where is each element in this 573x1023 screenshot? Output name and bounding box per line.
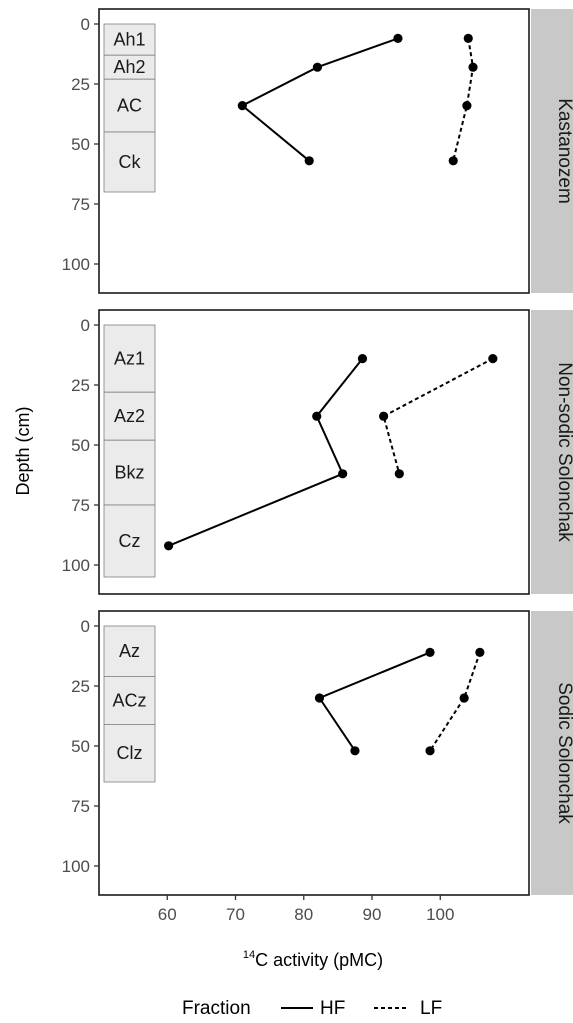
data-point-hf (237, 101, 247, 111)
data-point-hf (425, 647, 435, 658)
horizon-band (103, 391, 156, 441)
x-tick-label: 80 (294, 905, 313, 924)
data-point-lf (475, 647, 485, 658)
horizon-label: Az (119, 641, 140, 661)
facet-strip (531, 611, 573, 895)
horizon-band (103, 625, 156, 677)
series-line-lf (429, 652, 481, 752)
series-line-hf (240, 37, 399, 162)
series-line-lf (382, 357, 494, 475)
data-point-hf (314, 693, 325, 703)
data-point-hf (338, 469, 348, 479)
data-point-hf (350, 746, 360, 756)
data-point-lf (459, 693, 469, 703)
horizon-label: Ck (119, 152, 142, 172)
data-point-lf (463, 33, 473, 44)
legend-title: Fraction (182, 998, 251, 1019)
y-tick-label: 75 (71, 797, 90, 816)
data-point-hf (393, 33, 403, 44)
x-tick-label: 90 (363, 905, 382, 924)
facet-strip-label: Sodic Solonchak (554, 682, 573, 824)
y-tick-label: 25 (71, 376, 90, 395)
facet-strip-label: Kastanozem (554, 98, 573, 204)
data-point-hf (312, 62, 323, 72)
data-point-hf (357, 354, 368, 364)
data-point-lf (462, 101, 472, 111)
data-point-lf (394, 469, 404, 479)
horizon-label: AC (117, 96, 142, 116)
legend-label-hf: HF (320, 998, 345, 1019)
y-tick-label: 100 (62, 556, 90, 575)
x-axis-title-superscript: 14 (243, 949, 255, 961)
y-tick-label: 25 (71, 75, 90, 94)
y-tick-label: 0 (81, 617, 90, 636)
panel-frame (98, 610, 530, 896)
data-point-lf (379, 411, 389, 421)
horizon-band (103, 54, 156, 80)
facet-strip (531, 310, 573, 594)
horizon-label: Ah1 (113, 30, 145, 50)
y-tick-label: 50 (71, 135, 90, 154)
legend: Fraction HF LF (182, 998, 442, 1019)
y-tick-label: 50 (71, 737, 90, 756)
series-line-hf (168, 357, 364, 547)
panel-2: Sodic Solonchak 0 25 50 75 100 Az ACz Clz 60 70 80 9… (62, 610, 573, 924)
horizon-band (103, 131, 156, 193)
x-tick-label: 100 (426, 905, 454, 924)
horizon-label: Cz (119, 531, 141, 551)
panel-0: Kastanozem 0 25 50 75 100 Ah1 Ah2 AC Ck (62, 8, 573, 294)
legend-label-lf: LF (420, 998, 442, 1019)
y-tick-label: 100 (62, 857, 90, 876)
horizon-label: Az2 (114, 406, 145, 426)
horizon-label: ACz (112, 690, 146, 710)
data-point-lf (425, 746, 435, 756)
horizon-label: Az1 (114, 349, 145, 369)
horizon-label: Ah2 (113, 57, 145, 77)
data-point-hf (164, 541, 174, 551)
y-tick-label: 0 (81, 316, 90, 335)
y-tick-label: 75 (71, 195, 90, 214)
data-point-hf (304, 156, 314, 166)
horizon-band (103, 504, 156, 578)
panel-frame (98, 8, 530, 294)
y-tick-label: 25 (71, 677, 90, 696)
horizon-band (103, 439, 156, 506)
series-line-lf (452, 38, 475, 162)
horizon-band (103, 676, 156, 725)
x-axis-title: 14C activity (pMC) (243, 949, 383, 970)
data-point-lf (488, 354, 498, 364)
y-tick-label: 50 (71, 436, 90, 455)
y-tick-label: 0 (81, 15, 90, 34)
horizon-label: Clz (117, 743, 143, 763)
facet-strip-label: Non-sodic Solonchak (554, 362, 573, 542)
panel-1: Non-sodic Solonchak 0 25 50 75 100 Az1 Az2 Bkz Cz (62, 309, 573, 595)
data-point-lf (468, 62, 478, 72)
panel-frame (98, 309, 530, 595)
y-axis-title: Depth (cm) (13, 406, 33, 495)
horizon-band (103, 724, 156, 783)
horizon-label: Bkz (114, 463, 144, 483)
x-axis-title-main: C activity (pMC) (255, 950, 383, 970)
x-tick-label: 70 (226, 905, 245, 924)
horizon-band (103, 78, 156, 133)
facet-strip (531, 9, 573, 293)
y-tick-label: 100 (62, 255, 90, 274)
y-tick-label: 75 (71, 496, 90, 515)
x-tick-label: 60 (158, 905, 177, 924)
data-point-lf (448, 156, 458, 166)
data-point-hf (312, 411, 322, 421)
horizon-band (103, 324, 156, 393)
